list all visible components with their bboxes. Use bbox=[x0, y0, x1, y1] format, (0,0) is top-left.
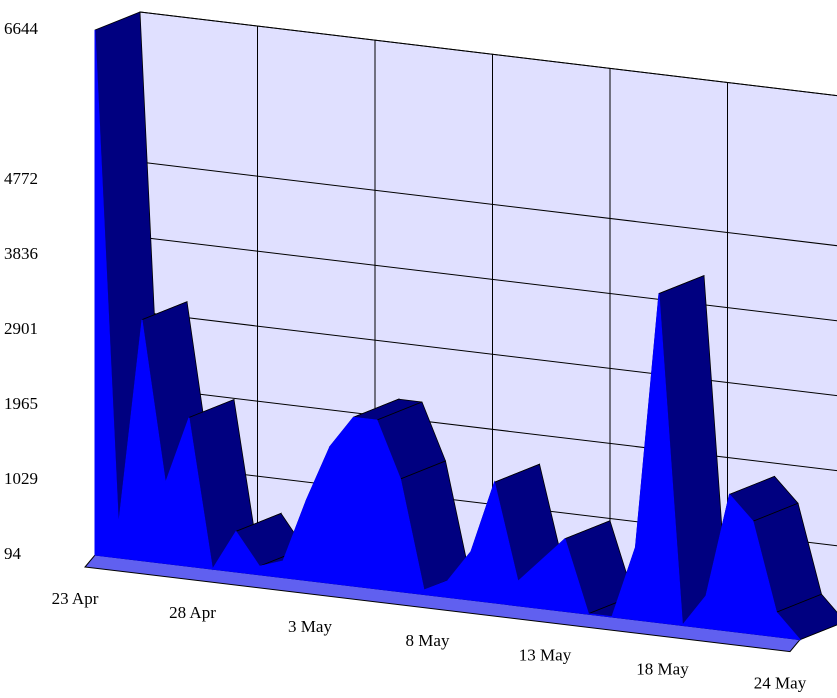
x-tick-label: 23 Apr bbox=[52, 589, 99, 608]
x-tick-label: 3 May bbox=[288, 617, 332, 636]
x-tick-label: 24 May bbox=[754, 674, 807, 693]
y-tick-label: 4772 bbox=[4, 169, 38, 188]
y-tick-label: 3836 bbox=[4, 244, 38, 263]
y-tick-label: 2901 bbox=[4, 319, 38, 338]
y-tick-label: 1965 bbox=[4, 394, 38, 413]
area bbox=[94, 29, 802, 641]
y-tick-label: 6644 bbox=[4, 19, 39, 38]
y-tick-label: 1029 bbox=[4, 469, 38, 488]
y-tick-label: 94 bbox=[4, 544, 22, 563]
x-tick-label: 18 May bbox=[636, 659, 689, 678]
x-tick-label: 28 Apr bbox=[169, 603, 216, 622]
x-tick-label: 13 May bbox=[519, 645, 572, 664]
x-tick-label: 8 May bbox=[406, 631, 450, 650]
